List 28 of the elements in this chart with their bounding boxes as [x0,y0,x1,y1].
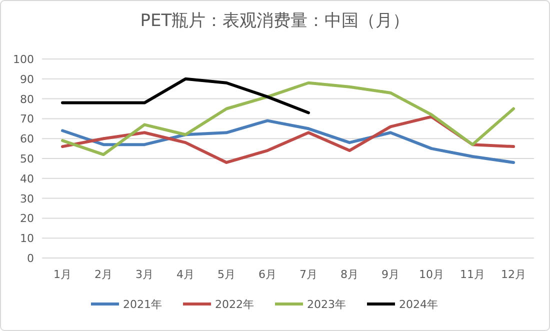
x-tick-label: 7月 [300,268,318,281]
y-tick-label: 80 [20,92,34,106]
x-tick-label: 9月 [382,268,400,281]
x-tick-label: 2月 [94,268,112,281]
x-tick-label: 1月 [54,268,72,281]
y-tick-label: 70 [20,112,34,126]
y-tick-label: 100 [13,53,34,66]
legend-label: 2024年 [399,298,438,311]
legend-label: 2023年 [307,298,346,311]
legend-label: 2021年 [123,298,162,311]
x-tick-label: 3月 [136,268,154,281]
x-tick-label: 12月 [501,268,526,281]
x-tick-label: 10月 [419,268,444,281]
x-tick-label: 6月 [258,268,276,281]
y-tick-label: 10 [20,232,34,246]
y-tick-label: 90 [20,72,34,86]
legend-label: 2022年 [215,298,254,311]
y-tick-label: 20 [20,212,34,226]
x-tick-label: 8月 [340,268,358,281]
y-tick-label: 30 [20,192,34,206]
x-tick-label: 11月 [460,268,485,281]
y-tick-label: 40 [20,172,34,186]
x-tick-label: 5月 [218,268,236,281]
title: PET瓶片：表观消费量：中国（月） [140,11,410,31]
y-tick-label: 50 [20,152,34,166]
x-tick-label: 4月 [176,268,194,281]
y-tick-label: 0 [27,252,34,265]
y-tick-label: 60 [20,132,34,146]
